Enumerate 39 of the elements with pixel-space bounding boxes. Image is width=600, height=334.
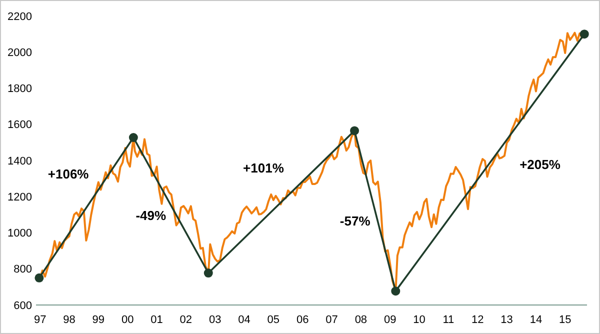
x-tick-label: 01: [150, 314, 163, 326]
y-tick-label: 1000: [8, 228, 32, 240]
x-tick-label: 13: [500, 314, 513, 326]
y-tick-label: 800: [14, 264, 32, 276]
y-tick-label: 2000: [8, 46, 32, 59]
y-tick-label: 1600: [8, 119, 32, 132]
x-tick-label: 00: [121, 314, 134, 326]
y-tick-label: 1400: [8, 155, 32, 168]
x-tick-label: 02: [180, 314, 192, 326]
x-tick-label: 14: [530, 314, 542, 326]
x-tick-label: 08: [354, 314, 368, 326]
x-tick-label: 03: [208, 314, 222, 326]
point: [34, 273, 44, 282]
y-tick-label: 1200: [8, 191, 32, 204]
annotation: -49%: [136, 208, 167, 223]
point: [350, 126, 360, 136]
x-tick-label: 15: [559, 314, 572, 326]
point: [128, 133, 138, 142]
x-tick-label: 99: [92, 314, 105, 326]
y-tick-label: 600: [14, 300, 32, 312]
x-tick-label: 05: [267, 314, 280, 326]
x-tick-label: 98: [63, 314, 76, 326]
annotation: +106%: [48, 166, 90, 182]
x-tick-label: 11: [442, 314, 454, 326]
x-tick-label: 06: [296, 314, 309, 326]
point: [204, 268, 213, 278]
x-tick-label: 07: [326, 314, 338, 326]
annotation: -57%: [340, 213, 371, 228]
x-tick-label: 04: [238, 314, 250, 326]
x-tick-label: 10: [413, 314, 426, 326]
x-tick-label: 09: [384, 314, 396, 326]
annotation: +205%: [520, 157, 561, 172]
y-tick-label: 1800: [8, 83, 32, 96]
point: [391, 286, 400, 296]
x-tick-label: 97: [34, 314, 46, 326]
y-tick-label: 2200: [8, 10, 32, 23]
annotation: +101%: [243, 160, 284, 176]
point: [580, 30, 589, 39]
x-tick-label: 12: [471, 314, 484, 326]
